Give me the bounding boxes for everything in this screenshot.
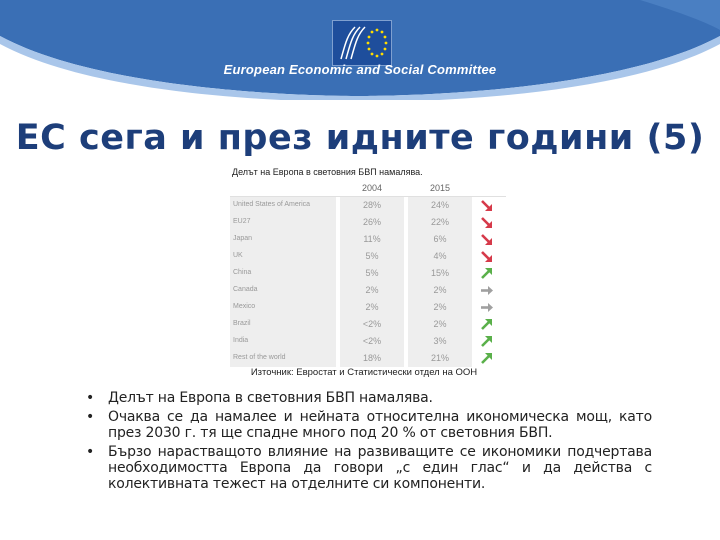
country-cell: China bbox=[230, 265, 336, 282]
table-row: EU27 26% 22% bbox=[230, 214, 506, 231]
country-cell: Canada bbox=[230, 282, 336, 299]
bullet-dot-icon: • bbox=[86, 444, 95, 460]
header-2015: 2015 bbox=[429, 183, 451, 193]
bullet-list: • Делът на Европа в световния БВП намаляв… bbox=[86, 390, 652, 495]
trend-cell bbox=[472, 197, 498, 214]
value-2015-cell: 2% bbox=[408, 299, 472, 316]
value-2004-cell: <2% bbox=[340, 316, 404, 333]
table-row: United States of America 28% 24% bbox=[230, 197, 506, 214]
country-cell: United States of America bbox=[230, 197, 336, 214]
trend-down-arrow-icon bbox=[481, 200, 492, 211]
trend-down-arrow-icon bbox=[481, 234, 492, 245]
table-row: India <2% 3% bbox=[230, 333, 506, 350]
trend-down-arrow-icon bbox=[481, 217, 492, 228]
bullet-item: • Очаква се да намалее и нейната относите… bbox=[86, 409, 652, 441]
country-cell: Brazil bbox=[230, 316, 336, 333]
value-2004-cell: 28% bbox=[340, 197, 404, 214]
table-row: Rest of the world 18% 21% bbox=[230, 350, 506, 367]
header-country bbox=[230, 181, 336, 196]
country-cell: Rest of the world bbox=[230, 350, 336, 367]
bullet-item: • Делът на Европа в световния БВП намаляв… bbox=[86, 390, 652, 406]
trend-up-arrow-icon bbox=[481, 319, 492, 330]
trend-up-arrow-icon bbox=[481, 336, 492, 347]
value-2004-cell: 11% bbox=[340, 231, 404, 248]
trend-cell bbox=[472, 299, 498, 316]
trend-cell bbox=[472, 350, 498, 367]
value-2015-cell: 2% bbox=[408, 316, 472, 333]
bullet-dot-icon: • bbox=[86, 390, 95, 406]
header-2004: 2004 bbox=[361, 183, 383, 193]
trend-cell bbox=[472, 282, 498, 299]
trend-up-arrow-icon bbox=[481, 268, 492, 279]
table-row: Canada 2% 2% bbox=[230, 282, 506, 299]
value-2004-cell: 18% bbox=[340, 350, 404, 367]
bullet-dot-icon: • bbox=[86, 409, 95, 425]
country-cell: Japan bbox=[230, 231, 336, 248]
gdp-share-table: 2004 2015 United States of America 28% 24%… bbox=[230, 181, 506, 367]
table-body: United States of America 28% 24% EU27 26% 22%… bbox=[230, 197, 506, 367]
value-2015-cell: 6% bbox=[408, 231, 472, 248]
value-2015-cell: 21% bbox=[408, 350, 472, 367]
bullet-text: Бързо нарастващото влияние на развиващит… bbox=[108, 444, 652, 492]
value-2004-cell: 26% bbox=[340, 214, 404, 231]
table-title: Делът на Европа в световния БВП намалява… bbox=[232, 167, 423, 177]
country-cell: India bbox=[230, 333, 336, 350]
trend-cell bbox=[472, 231, 498, 248]
trend-cell bbox=[472, 214, 498, 231]
bullet-text: Делът на Европа в световния БВП намалява… bbox=[108, 390, 433, 406]
trend-up-arrow-icon bbox=[481, 353, 492, 364]
value-2004-cell: <2% bbox=[340, 333, 404, 350]
trend-cell bbox=[472, 248, 498, 265]
value-2015-cell: 3% bbox=[408, 333, 472, 350]
value-2015-cell: 24% bbox=[408, 197, 472, 214]
table-row: Mexico 2% 2% bbox=[230, 299, 506, 316]
table-row: Brazil <2% 2% bbox=[230, 316, 506, 333]
bullet-item: • Бързо нарастващото влияние на развиващи… bbox=[86, 444, 652, 492]
trend-cell bbox=[472, 333, 498, 350]
value-2004-cell: 5% bbox=[340, 265, 404, 282]
table-header-row: 2004 2015 bbox=[230, 181, 506, 197]
country-cell: UK bbox=[230, 248, 336, 265]
trend-cell bbox=[472, 316, 498, 333]
country-cell: EU27 bbox=[230, 214, 336, 231]
value-2015-cell: 15% bbox=[408, 265, 472, 282]
bullet-text: Очаква се да намалее и нейната относител… bbox=[108, 409, 652, 441]
value-2015-cell: 2% bbox=[408, 282, 472, 299]
header-banner: European Economic and Social Committee bbox=[0, 0, 720, 100]
org-name: European Economic and Social Committee bbox=[223, 62, 497, 77]
value-2004-cell: 2% bbox=[340, 282, 404, 299]
table-row: China 5% 15% bbox=[230, 265, 506, 282]
value-2015-cell: 22% bbox=[408, 214, 472, 231]
eesc-logo bbox=[332, 20, 392, 66]
value-2015-cell: 4% bbox=[408, 248, 472, 265]
value-2004-cell: 5% bbox=[340, 248, 404, 265]
source-note: Източник: Евростат и Статистически отдел… bbox=[250, 367, 478, 378]
table-row: UK 5% 4% bbox=[230, 248, 506, 265]
trend-down-arrow-icon bbox=[481, 251, 492, 262]
trend-cell bbox=[472, 265, 498, 282]
trend-flat-arrow-icon bbox=[481, 303, 493, 312]
country-cell: Mexico bbox=[230, 299, 336, 316]
eu-stars-icon bbox=[340, 26, 388, 60]
trend-flat-arrow-icon bbox=[481, 286, 493, 295]
table-row: Japan 11% 6% bbox=[230, 231, 506, 248]
value-2004-cell: 2% bbox=[340, 299, 404, 316]
slide-title: ЕС сега и през идните години (5) bbox=[15, 118, 705, 158]
